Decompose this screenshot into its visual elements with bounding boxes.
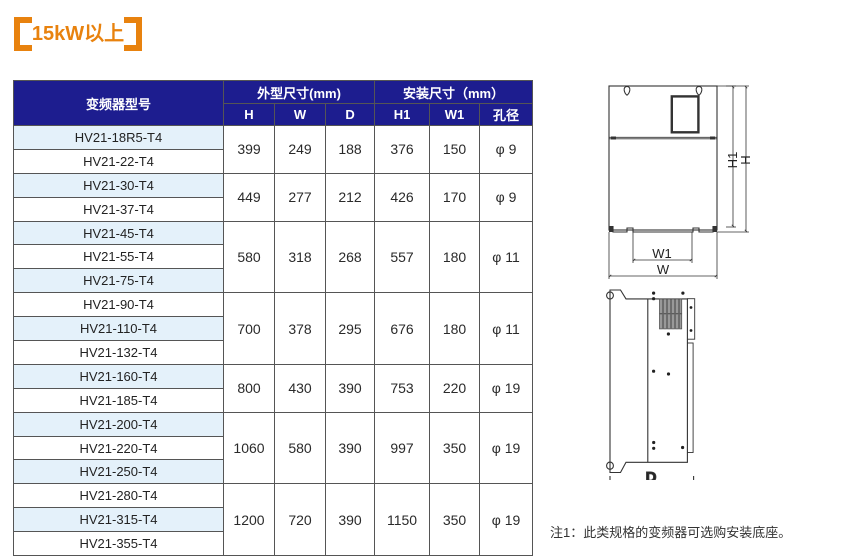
svg-text:W1: W1 (652, 246, 672, 261)
svg-text:D: D (646, 469, 657, 480)
svg-text:W: W (657, 262, 670, 277)
svg-text:H: H (738, 155, 753, 164)
